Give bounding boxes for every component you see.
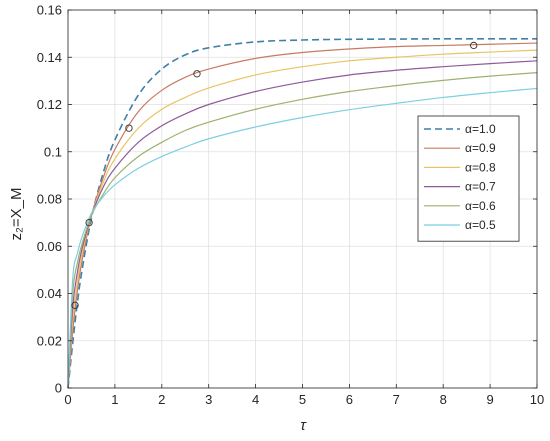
- legend: α=1.0 α=0.9 α=0.8 α=0.7 α=0.6 α=0.5: [417, 115, 520, 242]
- legend-box: [417, 115, 520, 242]
- x-tick-label: 5: [299, 392, 306, 407]
- y-tick-label: 0.12: [37, 97, 62, 112]
- y-tick-label: 0.02: [37, 333, 62, 348]
- x-tick-label: 2: [158, 392, 165, 407]
- x-tick-label: 1: [111, 392, 118, 407]
- legend-label: α=0.5: [465, 218, 496, 232]
- legend-label: α=1.0: [465, 122, 496, 136]
- legend-label: α=0.9: [465, 141, 496, 155]
- x-tick-label: 8: [440, 392, 447, 407]
- series-line-6: [67, 87, 538, 389]
- data-marker: [125, 124, 133, 132]
- x-tick-label: 7: [393, 392, 400, 407]
- series-line-4: [67, 60, 538, 389]
- axis-ticks: 0 1 2 3 4 5 6 7 8 9 10 0 0.02 0.04 0.06 0.08 0.1 0.12 0.14…: [37, 3, 545, 408]
- series-lines: [67, 38, 538, 389]
- y-tick-label: 0.16: [37, 3, 62, 18]
- x-tick-label: 3: [205, 392, 212, 407]
- y-tick-label: 0.08: [37, 192, 62, 207]
- y-tick-label: 0: [55, 381, 62, 396]
- series-line-5: [67, 72, 538, 389]
- series-line-1: [67, 38, 537, 389]
- legend-label: α=0.6: [465, 199, 496, 213]
- x-axis-title: τ: [300, 417, 307, 434]
- y-tick-label: 0.14: [37, 50, 62, 65]
- data-marker: [85, 218, 93, 227]
- x-tick-label: 9: [486, 392, 493, 407]
- x-tick-label: 10: [530, 392, 544, 407]
- series-line-2: [67, 42, 538, 389]
- data-markers: [71, 41, 478, 309]
- data-marker: [470, 41, 478, 50]
- y-tick-label: 0.06: [37, 239, 62, 254]
- x-tick-label: 0: [64, 392, 71, 407]
- legend-label: α=0.7: [465, 180, 496, 194]
- y-axis-title: z₂=X_M: [8, 188, 25, 241]
- series-line-3: [67, 49, 538, 389]
- data-marker: [71, 301, 79, 309]
- x-tick-label: 4: [252, 392, 259, 407]
- x-tick-label: 6: [346, 392, 353, 407]
- data-marker: [193, 70, 201, 78]
- legend-label: α=0.8: [465, 160, 496, 174]
- y-tick-label: 0.1: [44, 144, 62, 159]
- y-tick-label: 0.04: [37, 286, 62, 301]
